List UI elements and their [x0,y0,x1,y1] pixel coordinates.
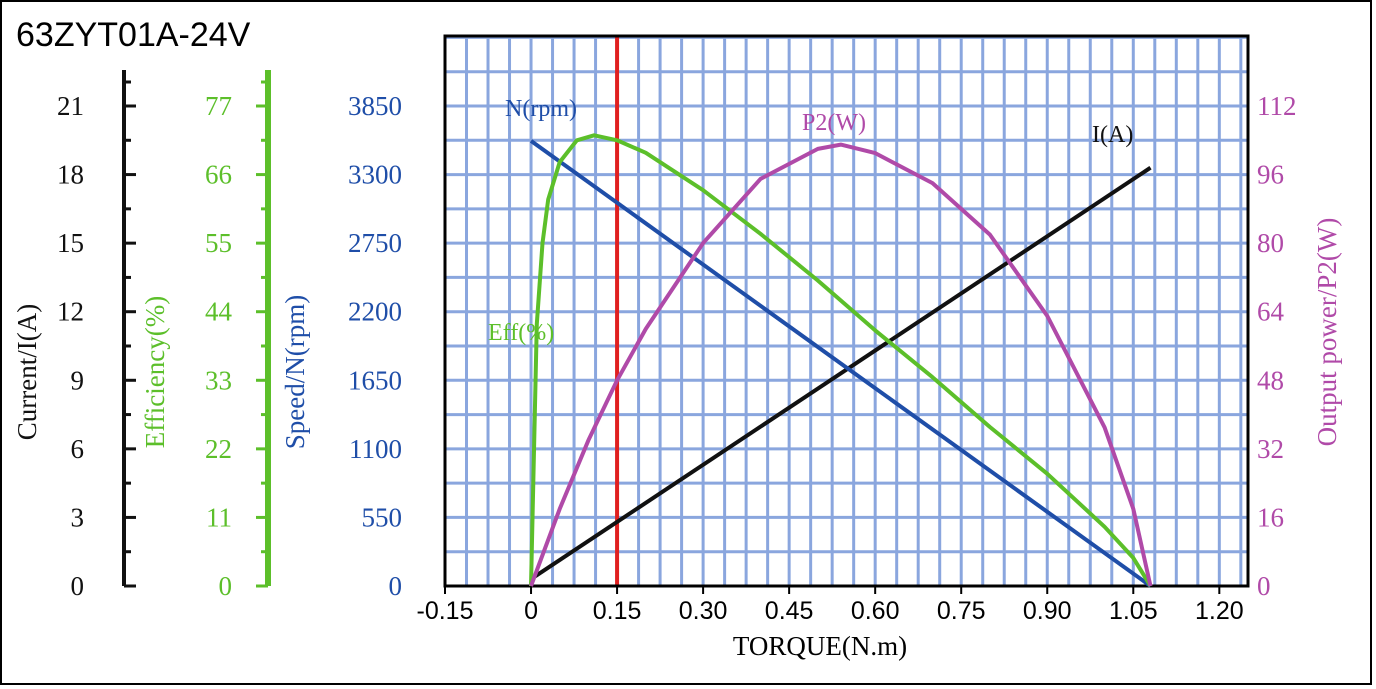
axis-tick-label-efficiency: 0 [219,571,233,601]
axis-tick-label-power: 32 [1257,434,1284,464]
x-tick-label: -0.15 [417,597,474,625]
left-axes: 0 3 6 9 12 15 18 21 Current/I(A) 0 11 22 33 44 55 66 77 E… [12,70,402,601]
series-label-speed: N(rpm) [505,96,577,122]
x-tick-label: 0.60 [851,597,900,625]
axis-tick-label-efficiency: 55 [205,228,232,258]
right-axis: 0 16 32 48 64 80 96 112 Output power/P2(W) [1257,91,1342,601]
x-tick-label: 0.90 [1023,597,1072,625]
axis-tick-label-current: 21 [57,91,84,121]
axis-title-power: Output power/P2(W) [1312,218,1342,447]
axis-tick-label-power: 48 [1257,365,1284,395]
axis-power: 0 16 32 48 64 80 96 112 Output power/P2(W) [1257,91,1342,601]
axis-tick-label-current: 6 [71,434,85,464]
axis-tick-label-current: 9 [71,365,85,395]
axis-tick-label-power: 16 [1257,502,1284,532]
series-label-current: I(A) [1092,122,1133,148]
x-tick-label: 1.05 [1109,597,1158,625]
axis-tick-label-current: 18 [57,160,84,190]
x-tick-label: 0 [524,597,538,625]
x-tick-label: 0.15 [593,597,642,625]
x-axis-title: TORQUE(N.m) [733,631,907,661]
axis-tick-label-power: 0 [1257,571,1271,601]
axis-efficiency: 0 11 22 33 44 55 66 77 Efficiency(%) [140,70,271,601]
x-tick-label: 1.20 [1195,597,1244,625]
axis-tick-label-speed: 550 [362,502,403,532]
axis-tick-label-current: 0 [71,571,85,601]
axis-tick-label-speed: 1100 [349,434,402,464]
axis-tick-label-power: 96 [1257,160,1284,190]
axis-title-current: Current/I(A) [12,304,42,440]
axis-tick-label-power: 64 [1257,297,1285,327]
x-tick-label: 0.75 [937,597,986,625]
axis-tick-label-efficiency: 77 [205,91,232,121]
series-label-power: P2(W) [802,110,866,136]
axis-tick-label-current: 3 [71,502,85,532]
axis-tick-label-efficiency: 66 [205,160,232,190]
axis-tick-label-efficiency: 44 [205,297,233,327]
axis-tick-label-efficiency: 22 [205,434,232,464]
axis-tick-label-current: 12 [57,297,84,327]
series-line-current [529,166,1152,581]
axis-tick-label-efficiency: 33 [205,365,232,395]
axis-tick-label-speed: 2750 [348,228,402,258]
axis-title-speed: Speed/N(rpm) [280,295,310,449]
axis-speed: 0 550 1100 1650 2200 2750 3300 3850 Speed/N(rpm) [280,91,402,601]
axis-tick-label-speed: 1650 [348,365,402,395]
plot-frame [443,34,1250,588]
series-label-efficiency: Eff(%) [488,320,554,346]
x-tick-label: 0.30 [679,597,728,625]
x-tick-label: 0.45 [765,597,814,625]
axis-tick-label-speed: 0 [389,571,403,601]
axis-tick-label-speed: 2200 [348,297,402,327]
series-line-speed [529,139,1152,588]
axis-tick-label-current: 15 [57,228,84,258]
axis-tick-label-speed: 3300 [348,160,402,190]
chart-title: 63ZYT01A-24V [16,16,251,54]
axis-title-efficiency: Efficiency(%) [140,296,170,448]
series-line-power [529,142,1153,587]
axis-current: 0 3 6 9 12 15 18 21 Current/I(A) [12,70,136,601]
axis-tick-label-power: 80 [1257,228,1284,258]
plot-area: -0.15 0 0.15 0.30 0.45 0.60 0.75 0.90 1.05 1.20 I(… [417,34,1250,625]
axis-tick-label-power: 112 [1257,91,1297,121]
axis-tick-label-speed: 3850 [348,91,402,121]
axis-tick-label-efficiency: 11 [206,502,232,532]
